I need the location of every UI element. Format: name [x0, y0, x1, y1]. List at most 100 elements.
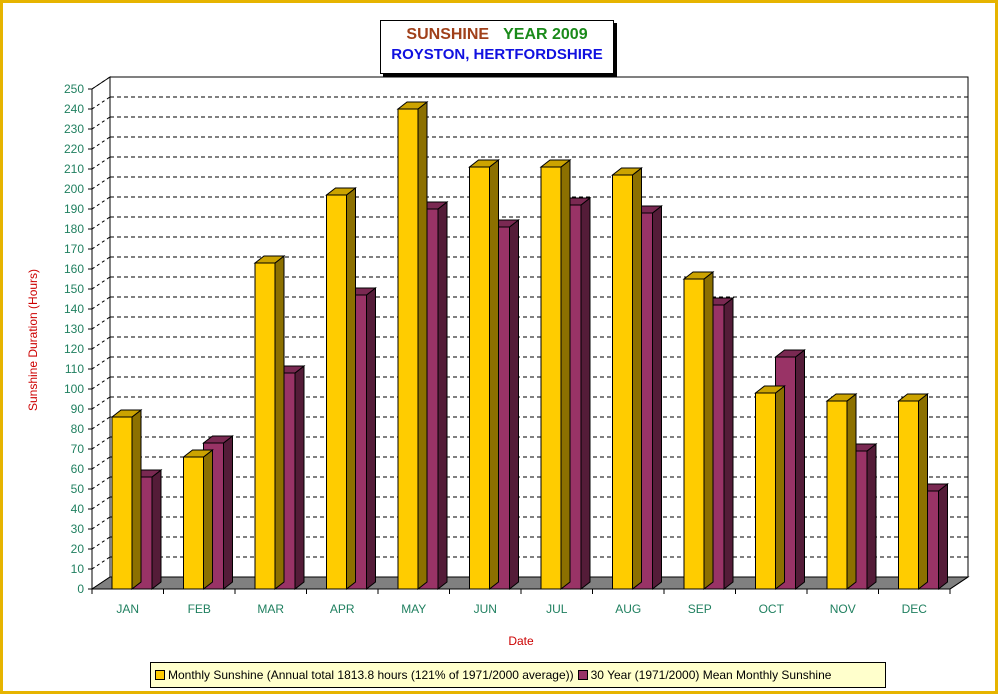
- x-tick-label: SEP: [688, 602, 712, 616]
- gridline-side: [91, 396, 111, 410]
- y-tick-label: 230: [64, 122, 84, 136]
- y-tick-label: 140: [64, 302, 84, 316]
- bar-mean-top: [202, 435, 234, 444]
- y-tick-label: 40: [71, 502, 85, 516]
- y-tick-label: 100: [64, 382, 84, 396]
- gridline-side: [91, 476, 111, 490]
- y-tick-label: 90: [71, 402, 85, 416]
- y-tick-label: 160: [64, 262, 84, 276]
- chart-subtitle-location: ROYSTON, HERTFORDSHIRE: [391, 46, 603, 63]
- bar-monthly: [254, 262, 276, 590]
- gridline-side: [91, 276, 111, 290]
- legend-swatch-monthly: [155, 670, 165, 680]
- gridline-side: [91, 436, 111, 450]
- y-tick-label: 200: [64, 182, 84, 196]
- bar-monthly-side: [918, 392, 928, 591]
- y-tick-label: 0: [77, 582, 84, 596]
- gridline-side: [91, 116, 111, 130]
- bar-mean-top: [774, 349, 806, 358]
- legend-label-mean: 30 Year (1971/2000) Mean Monthly Sunshin…: [590, 668, 832, 682]
- x-tick-label: NOV: [830, 602, 856, 616]
- gridline-side: [91, 176, 111, 190]
- y-tick-label: 220: [64, 142, 84, 156]
- bar-monthly-top: [611, 167, 643, 176]
- bar-monthly-side: [203, 448, 213, 591]
- bar-mean-side: [652, 204, 662, 591]
- gridline-side: [91, 496, 111, 510]
- bar-monthly-top: [253, 255, 286, 264]
- bar-monthly-top: [754, 385, 786, 394]
- gridline-side: [91, 416, 111, 430]
- chart-title-box: SUNSHINE YEAR 2009 ROYSTON, HERTFORDSHIRE: [380, 20, 614, 74]
- bar-mean-side: [366, 286, 376, 591]
- gridline-side: [91, 296, 111, 310]
- gridline-side: [91, 556, 111, 570]
- x-tick-label: MAR: [257, 602, 284, 616]
- y-tick-label: 30: [71, 522, 85, 536]
- bar-monthly: [540, 166, 562, 590]
- bar-monthly-top: [325, 187, 357, 196]
- y-tick-label: 130: [64, 322, 84, 336]
- bar-mean-side: [437, 200, 448, 591]
- gridline-side: [91, 316, 111, 330]
- bar-monthly: [898, 400, 919, 590]
- x-tick-label: JUL: [546, 602, 568, 616]
- legend-item-monthly: Monthly Sunshine (Annual total 1813.8 ho…: [155, 668, 574, 682]
- y-tick-label: 50: [71, 482, 85, 496]
- gridline-side: [91, 516, 111, 530]
- chart-title-sunshine: SUNSHINE: [406, 26, 490, 43]
- bar-monthly-side: [417, 100, 428, 591]
- bar-monthly: [183, 456, 204, 590]
- bar-monthly-top: [468, 159, 500, 168]
- bar-monthly: [111, 416, 133, 590]
- bar-mean-side: [938, 482, 948, 591]
- bar-monthly-side: [632, 166, 642, 591]
- gridline-side: [91, 536, 111, 550]
- gridline-side: [91, 76, 111, 90]
- bar-mean-side: [151, 468, 162, 591]
- y-tick-label: 70: [71, 442, 85, 456]
- bar-monthly: [826, 400, 848, 590]
- y-tick-label: 250: [64, 82, 84, 96]
- bar-monthly-side: [703, 270, 714, 591]
- y-tick-label: 10: [71, 562, 85, 576]
- gridline-side: [91, 376, 111, 390]
- y-tick-label: 110: [65, 362, 84, 376]
- y-tick-label: 80: [71, 422, 85, 436]
- bar-monthly-top: [110, 409, 143, 418]
- x-axis-title: Date: [508, 634, 534, 648]
- x-tick-label: OCT: [759, 602, 785, 616]
- x-tick-label: FEB: [188, 602, 211, 616]
- y-tick-label: 60: [71, 462, 85, 476]
- gridline-side: [91, 356, 111, 370]
- y-tick-label: 170: [64, 242, 84, 256]
- gridline-side: [91, 456, 111, 470]
- gridline-side: [91, 216, 111, 230]
- x-tick-label: JAN: [116, 602, 139, 616]
- bar-monthly: [755, 392, 776, 590]
- bar-monthly-top: [182, 449, 214, 458]
- bar-mean-side: [223, 434, 233, 591]
- gridline-side: [91, 96, 111, 110]
- bar-monthly-top: [897, 393, 929, 402]
- gridline-side: [91, 136, 111, 150]
- gridline-side: [91, 196, 111, 210]
- bar-monthly-side: [131, 408, 142, 591]
- bar-monthly: [612, 174, 633, 590]
- bar-mean-side: [294, 364, 305, 591]
- bar-monthly-side: [560, 158, 571, 591]
- bar-monthly-side: [775, 384, 785, 591]
- bar-mean-side: [580, 196, 591, 591]
- bar-monthly-side: [489, 158, 499, 591]
- chart-title-year: YEAR 2009: [503, 26, 588, 43]
- side-wall: [91, 76, 111, 590]
- bar-monthly: [469, 166, 490, 590]
- gridline-side: [91, 156, 111, 170]
- legend-item-mean: 30 Year (1971/2000) Mean Monthly Sunshin…: [577, 668, 832, 682]
- x-tick-label: DEC: [902, 602, 928, 616]
- chart-legend: Monthly Sunshine (Annual total 1813.8 ho…: [150, 662, 886, 688]
- y-tick-label: 150: [64, 282, 84, 296]
- y-axis-title: Sunshine Duration (Hours): [26, 269, 40, 411]
- bar-monthly-top: [396, 101, 429, 110]
